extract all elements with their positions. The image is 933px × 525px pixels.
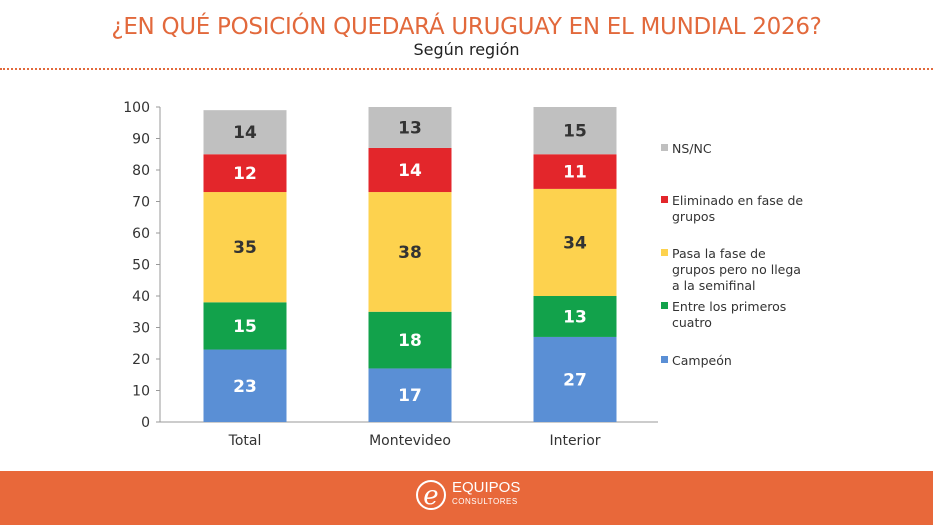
- data-label: 35: [233, 238, 257, 258]
- y-tick-label: 10: [132, 384, 150, 400]
- data-label: 38: [398, 243, 422, 263]
- data-label: 15: [563, 122, 587, 142]
- legend-label: Pasa la fase de: [672, 246, 766, 261]
- bar-segment: [533, 336, 617, 422]
- bar-segment: [368, 107, 452, 148]
- y-tick-label: 90: [132, 132, 150, 148]
- stacked-bar-chart: 0 10 20 30 40 50 60 70 80 90 100 23 15 35 12 14 Total 17 1…: [123, 100, 803, 449]
- bar-segment: [368, 368, 452, 422]
- bar-segment: [203, 110, 287, 155]
- y-tick-label: 80: [132, 163, 150, 179]
- data-label: 18: [398, 331, 422, 351]
- legend-label: cuatro: [672, 315, 712, 330]
- data-label: 17: [398, 386, 422, 406]
- logo-sub: CONSULTORES: [452, 497, 518, 506]
- legend-swatch: [661, 249, 668, 256]
- legend-label: Eliminado en fase de: [672, 193, 803, 208]
- legend-swatch: [661, 144, 668, 151]
- chart-subtitle: Según región: [413, 40, 520, 59]
- logo-e-icon: e: [416, 480, 446, 510]
- bar-segment: [203, 302, 287, 350]
- y-tick-label: 0: [141, 415, 150, 431]
- data-label: 11: [563, 163, 587, 183]
- data-label: 23: [233, 377, 257, 397]
- x-tick-label: Montevideo: [369, 433, 451, 449]
- bar-segment: [533, 188, 617, 296]
- legend-swatch: [661, 356, 668, 363]
- equipos-logo: e EQUIPOS CONSULTORES: [416, 480, 520, 510]
- x-tick-label: Interior: [549, 433, 600, 449]
- bar-segment: [533, 107, 617, 155]
- y-tick-label: 70: [132, 195, 150, 211]
- dotted-divider: [0, 68, 933, 70]
- y-tick-label: 100: [123, 100, 150, 116]
- data-label: 15: [233, 317, 257, 337]
- legend-label: Campeón: [672, 353, 732, 368]
- data-label: 13: [563, 307, 587, 327]
- bar-segment: [203, 349, 287, 422]
- legend-label: grupos pero no llega: [672, 262, 801, 277]
- logo-name: EQUIPOS: [452, 479, 521, 496]
- data-label: 14: [398, 161, 422, 181]
- legend-label: grupos: [672, 209, 715, 224]
- data-label: 34: [563, 233, 587, 253]
- data-label: 12: [233, 164, 257, 184]
- bar-segment: [533, 154, 617, 189]
- y-tick-label: 30: [132, 321, 150, 337]
- bar-segment: [368, 192, 452, 312]
- data-label: 13: [398, 118, 422, 138]
- y-tick-label: 50: [132, 258, 150, 274]
- x-tick-label: Total: [228, 433, 262, 449]
- bar-segment: [533, 296, 617, 337]
- data-label: 14: [233, 123, 257, 143]
- legend-swatch: [661, 302, 668, 309]
- data-label: 27: [563, 370, 587, 390]
- legend-label: NS/NC: [672, 141, 712, 156]
- bar-segment: [368, 311, 452, 369]
- legend-label: Entre los primeros: [672, 299, 786, 314]
- footer-bar: [0, 471, 933, 525]
- legend-swatch: [661, 196, 668, 203]
- y-tick-label: 20: [132, 352, 150, 368]
- bar-segment: [203, 154, 287, 193]
- bar-segment: [368, 147, 452, 193]
- chart-title: ¿EN QUÉ POSICIÓN QUEDARÁ URUGUAY EN EL M…: [111, 14, 822, 40]
- legend-label: a la semifinal: [672, 278, 756, 293]
- y-tick-label: 40: [132, 289, 150, 305]
- bar-segment: [203, 192, 287, 303]
- y-tick-label: 60: [132, 226, 150, 242]
